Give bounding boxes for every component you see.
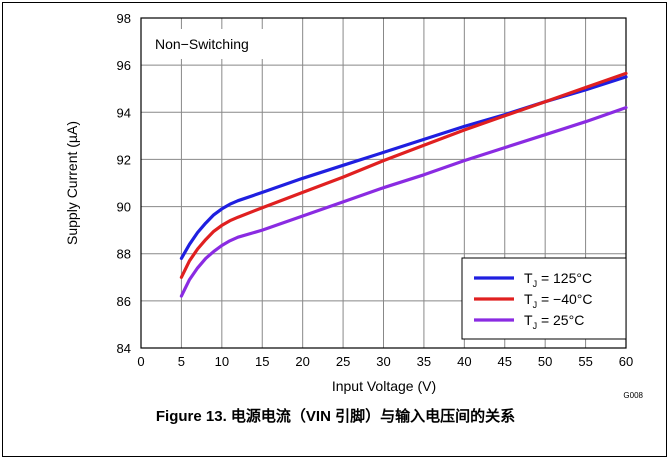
x-tick-label: 20 [295, 354, 309, 369]
x-tick-label: 15 [255, 354, 269, 369]
chart-annotation: Non−Switching [155, 36, 249, 52]
x-tick-label: 35 [417, 354, 431, 369]
x-tick-label: 10 [215, 354, 229, 369]
figure-frame [2, 2, 667, 457]
series-line-2 [179, 71, 628, 279]
x-tick-label: 30 [376, 354, 390, 369]
x-tick-label: 45 [498, 354, 512, 369]
legend: TJ = 125°C TJ = −40°C TJ = 25°C [461, 257, 627, 340]
series-line-1 [179, 75, 628, 260]
y-axis-label: Supply Current (µA) [64, 121, 80, 245]
series-line-3 [179, 106, 628, 298]
y-tick-label: 92 [117, 152, 131, 167]
x-axis-label: Input Voltage (V) [332, 378, 436, 394]
x-tick-label: 40 [457, 354, 471, 369]
figure-caption: Figure 13. 电源电流（VIN 引脚）与输入电压间的关系 [155, 408, 516, 425]
annotation-box [143, 29, 293, 59]
x-tick-label: 5 [178, 354, 185, 369]
legend-entry: TJ = 125°C [524, 270, 592, 289]
y-tick-label: 84 [117, 341, 131, 356]
figure-code: G008 [623, 391, 643, 400]
y-tick-label: 88 [117, 247, 131, 262]
plot-area-border [140, 17, 627, 349]
y-tick-label: 98 [117, 11, 131, 26]
y-tick-label: 90 [117, 200, 131, 215]
x-tick-label: 25 [336, 354, 350, 369]
legend-entry: TJ = 25°C [524, 312, 584, 331]
y-tick-labels: 84 86 88 90 92 94 96 98 [117, 11, 131, 356]
x-tick-label: 0 [137, 354, 144, 369]
series-lines [179, 71, 628, 298]
x-tick-label: 50 [538, 354, 552, 369]
legend-entry: TJ = −40°C [524, 291, 592, 310]
x-tick-labels: 0 5 10 15 20 25 30 35 40 45 50 55 60 [137, 354, 633, 369]
x-tick-label: 55 [578, 354, 592, 369]
y-tick-label: 86 [117, 294, 131, 309]
y-tick-label: 94 [117, 105, 131, 120]
x-tick-label: 60 [619, 354, 633, 369]
y-tick-label: 96 [117, 58, 131, 73]
